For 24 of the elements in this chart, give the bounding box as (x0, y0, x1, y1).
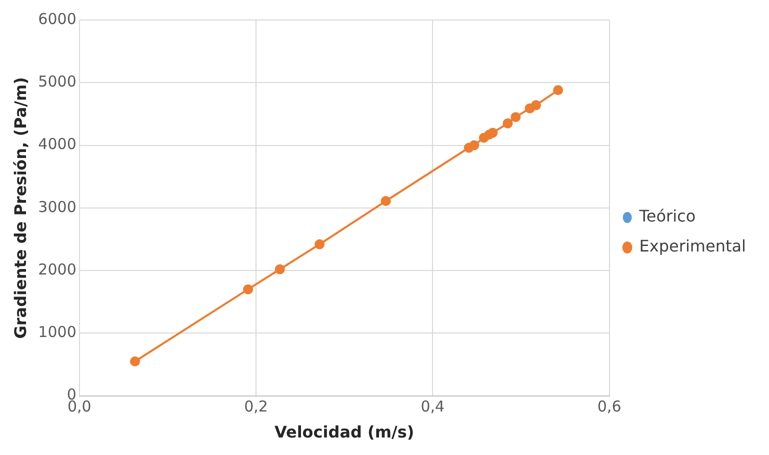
point (553, 85, 564, 96)
point (488, 128, 498, 138)
y-tick-label: 2000 (38, 260, 76, 278)
y-tick-label: 4000 (38, 135, 76, 154)
x-axis-title: Velocidad (m/s) (274, 422, 414, 442)
legend-label: Experimental (639, 236, 746, 256)
point (243, 284, 254, 294)
legend-label: Teórico (638, 206, 696, 226)
point (130, 356, 140, 366)
point (274, 264, 285, 274)
point (314, 239, 325, 250)
y-tick-label: 3000 (38, 198, 76, 216)
y-tick-label: 6000 (38, 10, 76, 28)
x-tick-label: 0,4 (420, 398, 445, 416)
x-tick-label: 0,6 (597, 398, 622, 416)
point (510, 112, 521, 122)
y-tick-label: 5000 (38, 72, 76, 91)
y-axis-title: Gradiente de Presión, (Pa/m) (10, 77, 30, 339)
x-tick-label: 0,2 (244, 398, 268, 416)
y-tick-label: 1000 (38, 323, 76, 342)
point (530, 100, 541, 110)
point (469, 140, 480, 150)
point (502, 118, 513, 128)
point (380, 196, 391, 206)
